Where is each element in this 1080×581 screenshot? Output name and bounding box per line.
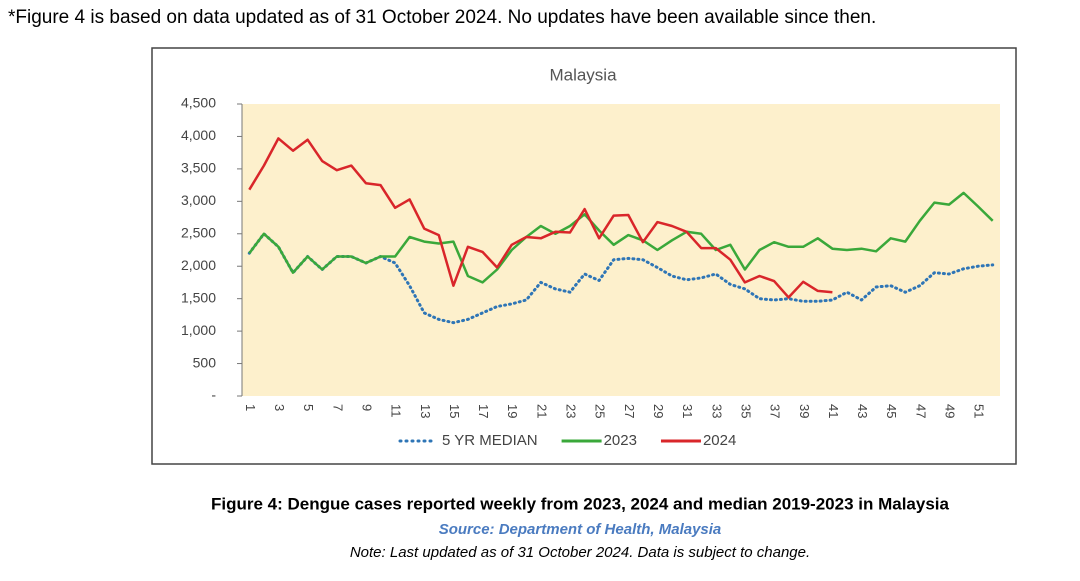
legend-label: 5 YR MEDIAN [442,432,538,449]
x-tick-label: 13 [418,404,433,418]
x-tick-label: 49 [943,404,958,418]
x-tick-label: 47 [913,404,928,418]
series-line [248,191,994,284]
x-tick-label: 11 [389,404,404,418]
x-tick-label: 5 [301,404,316,411]
x-tick-label: 29 [651,404,666,418]
note: Note: Last updated as of 31 October 2024… [350,544,810,561]
y-tick-label: 2,000 [181,257,216,273]
x-tick-label: 37 [768,404,783,418]
x-tick-label: 21 [534,404,549,418]
y-tick-label: 4,500 [181,95,216,111]
x-tick-label: 33 [709,404,724,418]
x-tick-label: 7 [330,404,345,411]
legend-label: 2023 [604,432,637,449]
x-tick-label: 19 [505,404,520,418]
x-tick-label: 43 [855,404,870,418]
source: Source: Department of Health, Malaysia [439,521,722,538]
x-tick-label: 27 [622,404,637,418]
plot-background [242,104,1000,396]
x-tick-label: 45 [884,404,899,418]
x-tick-label: 41 [826,404,841,418]
y-tick-label: 1,000 [181,322,216,338]
x-tick-label: 23 [564,404,579,418]
y-tick-label: 4,000 [181,127,216,143]
x-tick-label: 35 [738,404,753,418]
y-tick-label: 2,500 [181,224,216,240]
x-tick-label: 39 [797,404,812,418]
header-note: *Figure 4 is based on data updated as of… [8,7,876,28]
chart-title: Malaysia [549,65,617,84]
x-tick-label: 9 [359,404,374,411]
y-tick-label: 1,500 [181,289,216,305]
y-tick-label: 500 [193,354,217,370]
legend-label: 2024 [703,432,736,449]
caption: Figure 4: Dengue cases reported weekly f… [211,494,950,513]
y-tick-label: 3,500 [181,160,216,176]
x-tick-label: 51 [972,404,987,418]
x-tick-label: 3 [272,404,287,411]
x-tick-label: 1 [243,404,258,411]
y-tick-label: - [211,387,216,403]
series-line [248,137,833,299]
x-tick-label: 15 [447,404,462,418]
series-line [247,232,995,325]
x-tick-label: 31 [680,404,695,418]
x-tick-label: 25 [593,404,608,418]
y-tick-label: 3,000 [181,192,216,208]
x-tick-label: 17 [476,404,491,418]
